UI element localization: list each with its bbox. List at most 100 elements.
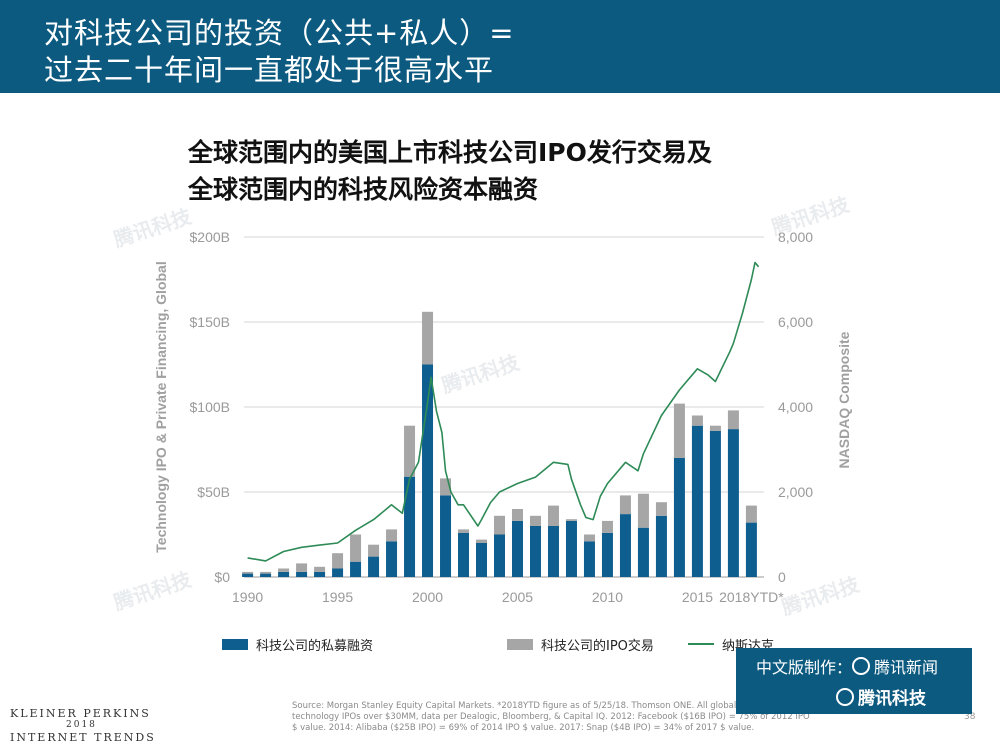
bar-private-2000: [422, 364, 434, 577]
bar-private-1991: [260, 573, 272, 577]
badge-line1: 中文版制作： 腾讯新闻: [756, 654, 938, 678]
y-axis-label: Technology IPO & Private Financing, Glob…: [153, 261, 169, 552]
bar-private-2001: [440, 495, 452, 577]
bar-ipo-2009: [583, 534, 595, 542]
header-bar: 对科技公司的投资（公共+私人）= 过去二十年间一直都处于很高水平: [0, 0, 1000, 93]
legend-line: [688, 643, 714, 645]
bar-private-2010: [601, 532, 613, 577]
x-tick-label: 1995: [322, 589, 353, 605]
y2-tick-label: 2,000: [778, 484, 813, 500]
bar-ipo-2010: [601, 520, 613, 533]
bar-ipo-1998: [386, 529, 398, 542]
bar-private-2005: [511, 520, 523, 577]
bar-ipo-2003: [476, 539, 488, 543]
bar-private-2003: [476, 543, 488, 577]
x-tick-label: 1990: [232, 589, 263, 605]
y-tick-label: $50B: [197, 484, 230, 500]
bar-ipo-2002: [458, 529, 470, 533]
y-tick-label: $100B: [190, 399, 230, 415]
y2-tick-label: 4,000: [778, 399, 813, 415]
legend-swatch: [222, 638, 248, 650]
bar-ipo-1991: [260, 571, 272, 574]
brand-line1: KLEINER PERKINS: [10, 707, 151, 720]
bar-private-2016: [709, 430, 721, 577]
x-tick-label: 2010: [592, 589, 623, 605]
bar-private-2008: [565, 520, 577, 577]
bar-private-1996: [350, 561, 362, 577]
badge-news: 腾讯新闻: [874, 658, 939, 677]
y2-tick-label: 8,000: [778, 229, 813, 245]
bar-ipo-2007: [547, 505, 559, 526]
credit-badge: 中文版制作： 腾讯新闻 腾讯科技: [736, 648, 972, 714]
bar-private-2013: [655, 515, 667, 577]
x-tick-label: 2018YTD*: [719, 589, 784, 605]
nasdaq-line: [247, 261, 760, 562]
y2-tick-label: 6,000: [778, 314, 813, 330]
bar-private-2006: [529, 526, 541, 577]
bar-ipo-2000: [422, 311, 434, 365]
x-tick-label: 2000: [412, 589, 443, 605]
header-title-line1: 对科技公司的投资（公共+私人）=: [44, 16, 515, 50]
bar-ipo-2013: [655, 502, 667, 516]
brand-line3: INTERNET TRENDS: [10, 731, 156, 744]
bar-private-1993: [296, 571, 308, 577]
bar-ipo-1996: [350, 534, 362, 562]
legend-swatch: [507, 638, 533, 650]
y-tick-label: $0: [214, 569, 230, 585]
bar-private-1999: [404, 476, 416, 577]
chart-title-line1: 全球范围内的美国上市科技公司IPO发行交易及: [188, 138, 712, 167]
header-title-line2: 过去二十年间一直都处于很高水平: [44, 53, 495, 87]
bar-ipo-2012: [637, 493, 649, 528]
bar-ipo-2017: [727, 410, 739, 430]
bar-ipo-1994: [314, 566, 326, 572]
tencent-logo-icon: [852, 657, 871, 675]
source-note: Source: Morgan Stanley Equity Capital Ma…: [292, 701, 810, 733]
y2-axis-label: NASDAQ Composite: [836, 331, 852, 468]
y-tick-label: $150B: [190, 314, 230, 330]
bar-private-2014: [673, 458, 685, 577]
bar-ipo-2005: [511, 509, 523, 521]
bar-private-2002: [458, 532, 470, 577]
legend-label: 科技公司的IPO交易: [541, 638, 654, 654]
legend-item-private: 科技公司的私募融资: [222, 633, 373, 655]
bar-ipo-2004: [494, 515, 506, 535]
page-number: 38: [964, 712, 976, 722]
bar-ipo-1995: [332, 553, 344, 569]
bar-private-1997: [368, 556, 380, 577]
bar-ipo-2008: [565, 519, 577, 521]
bar-private-1995: [332, 568, 344, 577]
bar-private-1992: [278, 571, 290, 577]
bar-ipo-1993: [296, 563, 308, 572]
bar-private-1994: [314, 571, 326, 577]
bar-ipo-2015: [691, 415, 703, 426]
bar-ipo-1999: [404, 425, 416, 477]
tencent-logo-icon: [836, 688, 854, 706]
badge-tech: 腾讯科技: [858, 689, 926, 709]
y-tick-label: $200B: [190, 229, 230, 245]
bar-private-1990: [242, 573, 254, 577]
badge-producer-label: 中文版制作：: [756, 658, 853, 677]
x-tick-label: 2005: [502, 589, 533, 605]
bar-private-2017: [727, 429, 739, 577]
bar-ipo-2006: [529, 515, 541, 526]
bar-ipo-2016: [709, 425, 721, 431]
bar-private-2007: [547, 526, 559, 577]
legend-item-ipo: 科技公司的IPO交易: [507, 633, 654, 655]
bar-private-2011: [619, 514, 631, 577]
bar-private-2009: [583, 541, 595, 577]
bar-ipo-2018YTD*: [745, 505, 757, 523]
bar-private-2018YTD*: [745, 522, 757, 577]
bar-ipo-2014: [673, 403, 685, 458]
bar-ipo-1992: [278, 568, 290, 572]
legend-label: 科技公司的私募融资: [256, 638, 374, 654]
bar-private-2012: [637, 527, 649, 577]
x-tick-label: 2015: [682, 589, 713, 605]
y2-tick-label: 0: [778, 569, 786, 585]
bar-ipo-2011: [619, 495, 631, 515]
bar-ipo-2001: [440, 478, 452, 496]
chart-title-line2: 全球范围内的科技风险资本融资: [188, 175, 539, 204]
bar-private-2015: [691, 425, 703, 577]
bar-ipo-1997: [368, 544, 380, 557]
bar-private-1998: [386, 541, 398, 577]
badge-line2: 腾讯科技: [836, 684, 926, 709]
